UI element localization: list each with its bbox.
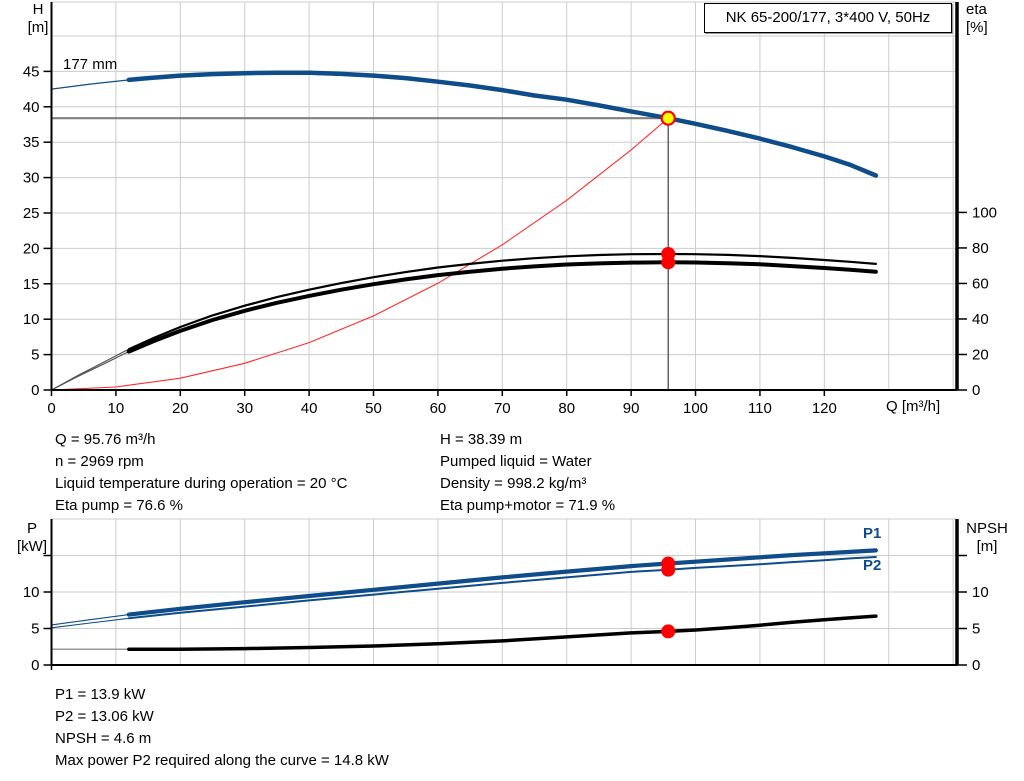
head-curve-177mm-thin-start — [50, 79, 130, 90]
h-axis-label-line2: [m] — [27, 19, 49, 36]
x-tick-label: 80 — [558, 400, 575, 417]
pumped-liquid-line: Pumped liquid = Water — [440, 453, 592, 470]
h-axis-label: H [m] — [20, 1, 56, 37]
p-axis-label: P [kW] — [12, 520, 52, 556]
p1-curve-label: P1 — [863, 525, 882, 542]
y-left-tick-label: 45 — [23, 63, 40, 80]
npsh-point-marker — [661, 624, 676, 639]
p2-curve — [127, 556, 877, 620]
eta-pump-motor-curve — [126, 260, 878, 354]
duty-point-marker — [660, 110, 676, 126]
y-left-tick-label: 5 — [31, 621, 39, 638]
npsh-curve — [127, 614, 878, 652]
eta-pump-motor-point-marker — [661, 255, 676, 270]
x-tick-label: 70 — [494, 400, 511, 417]
eta-axis-label-line1: eta — [966, 1, 987, 18]
result-text: P1 = 13.9 kW P2 = 13.06 kW NPSH = 4.6 m … — [55, 684, 389, 772]
h-axis-label-line1: H — [32, 1, 44, 18]
y-left-tick-label: 15 — [23, 276, 40, 293]
npsh-axis-label: NPSH [m] — [960, 520, 1014, 556]
system-curve — [50, 117, 669, 391]
x-tick-label: 30 — [236, 400, 253, 417]
head-curve-177mm — [126, 70, 879, 178]
y-left-tick-label: 0 — [31, 657, 39, 674]
pump-title-box: NK 65-200/177, 3*400 V, 50Hz — [704, 3, 952, 33]
p1-curve — [126, 548, 879, 617]
p-axis-label-line1: P — [26, 520, 37, 537]
x-tick-label: 120 — [812, 400, 837, 417]
y-left-tick-label: 10 — [23, 584, 40, 601]
eta-pump-curve — [127, 252, 878, 351]
y-right-tick-label: 0 — [972, 657, 980, 674]
q-value-line: Q = 95.76 m³/h — [55, 431, 156, 448]
y-right-tick-label: 5 — [972, 621, 980, 638]
x-tick-label: 100 — [683, 400, 708, 417]
y-left-tick-label: 10 — [23, 311, 40, 328]
eta-axis-label: eta [%] — [966, 1, 1006, 37]
y-right-tick-label: 10 — [972, 584, 989, 601]
x-tick-label: 20 — [172, 400, 189, 417]
npsh-axis-label-line2: [m] — [976, 538, 998, 555]
x-tick-label: 0 — [47, 400, 55, 417]
npsh-value-line: NPSH = 4.6 m — [55, 730, 152, 747]
y-right-tick-label: 80 — [972, 240, 989, 257]
p1-curve-thin-start — [50, 614, 130, 626]
eta-pump-motor-line: Eta pump+motor = 71.9 % — [440, 497, 616, 514]
p2-curve-label: P2 — [863, 557, 882, 574]
p-axis-label-line2: [kW] — [17, 538, 47, 555]
y-left-tick-label: 40 — [23, 99, 40, 116]
y-right-tick-label: 100 — [972, 204, 997, 221]
density-line: Density = 998.2 kg/m³ — [440, 475, 587, 492]
y-left-tick-label: 5 — [31, 347, 39, 364]
x-tick-label: 110 — [748, 400, 772, 417]
p1-value-line: P1 = 13.9 kW — [55, 686, 146, 703]
x-tick-label: 40 — [301, 400, 318, 417]
y-right-tick-label: 0 — [972, 382, 980, 399]
npsh-axis-label-line1: NPSH — [966, 520, 1008, 537]
eta-pump-motor-curve-thin-start — [50, 351, 130, 391]
y-left-tick-label: 35 — [23, 134, 40, 151]
operating-text-left: Q = 95.76 m³/h n = 2969 rpm Liquid tempe… — [55, 429, 347, 517]
y-right-tick-label: 20 — [972, 346, 989, 363]
max-power-line: Max power P2 required along the curve = … — [55, 752, 389, 769]
x-tick-label: 90 — [623, 400, 640, 417]
p2-value-line: P2 = 13.06 kW — [55, 708, 154, 725]
p2-curve-thin-start — [50, 617, 130, 629]
eta-pump-line: Eta pump = 76.6 % — [55, 497, 183, 514]
y-left-tick-label: 30 — [23, 170, 40, 187]
operating-text-right: H = 38.39 m Pumped liquid = Water Densit… — [440, 429, 615, 517]
h-value-line: H = 38.39 m — [440, 431, 523, 448]
y-left-tick-label: 20 — [23, 240, 40, 257]
x-tick-label: 10 — [108, 400, 125, 417]
impeller-diameter-label: 177 mm — [63, 56, 118, 73]
speed-line: n = 2969 rpm — [55, 453, 144, 470]
q-axis-title: Q [m³/h] — [886, 398, 941, 415]
eta-axis-label-line2: [%] — [966, 19, 988, 36]
y-right-tick-label: 60 — [972, 275, 989, 292]
x-tick-label: 50 — [365, 400, 382, 417]
y-left-tick-label: 25 — [23, 205, 40, 222]
y-left-tick-label: 0 — [31, 382, 39, 399]
liquid-temp-line: Liquid temperature during operation = 20… — [55, 475, 348, 492]
x-tick-label: 60 — [430, 400, 447, 417]
p2-point-marker — [661, 562, 676, 577]
y-right-tick-label: 40 — [972, 311, 989, 328]
